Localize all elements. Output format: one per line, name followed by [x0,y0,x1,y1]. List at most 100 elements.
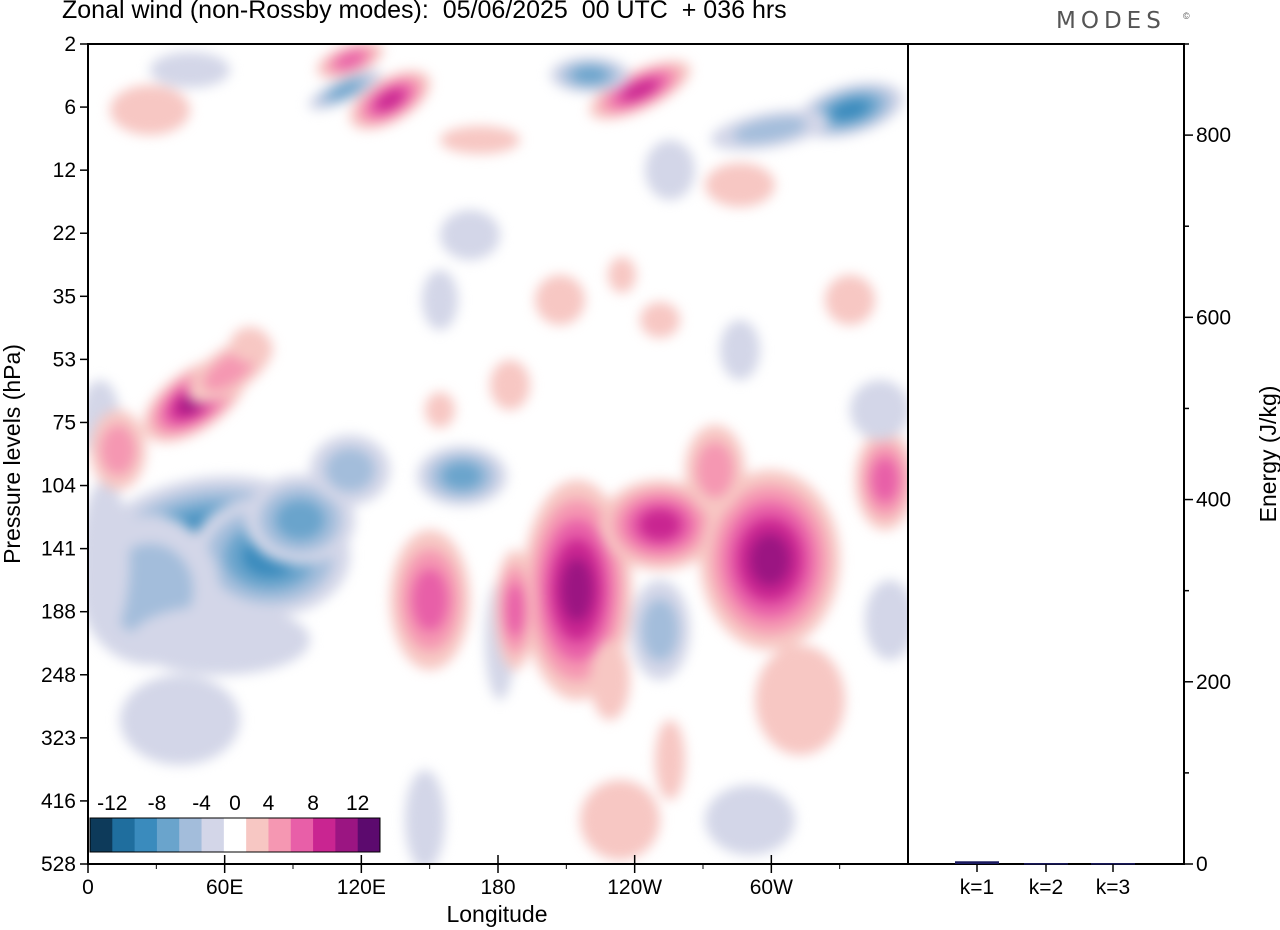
chart-title: Zonal wind (non-Rossby modes): 05/06/202… [62,0,787,24]
wind-contour [335,51,365,69]
colorbar: -12 -8 -4 0 4 8 12 [88,778,382,854]
colorbar-outline [89,817,381,853]
y-tick-label: 323 [41,727,76,750]
wind-contour [696,442,734,498]
colorbar-label: 12 [346,792,369,815]
y-tick-label: 75 [53,411,76,434]
energy-bars: k=1 k=2 k=3 [955,861,1135,899]
wind-contour [590,640,630,720]
y-tick-label: 6 [64,96,76,119]
wind-contour [831,100,869,120]
colorbar-swatch [335,818,359,852]
x-tick-label: 180 [480,876,515,899]
colorbar-swatch [156,818,180,852]
wind-contour [871,457,899,503]
wind-contour [100,425,136,475]
wind-contour [561,558,593,622]
energy-category-label: k=1 [960,876,994,899]
wind-field [88,44,908,864]
x-axis-label: Longitude [446,901,547,927]
x-axis: 0 60E 120E 180 120W 60W [82,855,841,899]
wind-contour [639,509,681,541]
colorbar-swatch [313,818,336,852]
y-axis-label: Pressure levels (hPa) [0,344,25,564]
wind-contour [655,720,685,800]
wind-contour [325,448,375,492]
wind-contour [825,275,875,325]
y-tick-label: 104 [41,475,76,498]
wind-contour [535,275,585,325]
energy-tick-label: 200 [1196,671,1231,694]
y-tick-label: 53 [53,348,76,371]
copyright-mark: © [1183,11,1190,21]
energy-bar [1091,863,1135,865]
wind-contour [490,360,530,410]
x-tick-label: 60E [206,876,243,899]
wind-contour [405,770,445,864]
wind-contour [865,580,908,660]
energy-bar [955,861,999,864]
wind-contour [150,52,230,88]
wind-contour [720,320,760,380]
wind-contour [375,89,405,111]
colorbar-label: 0 [229,792,241,815]
wind-contour [622,79,658,101]
energy-axis-label: Energy (J/kg) [1255,386,1280,523]
y-tick-label: 22 [53,222,76,245]
colorbar-label: -4 [192,792,211,815]
energy-tick-label: 800 [1196,124,1231,147]
colorbar-swatch [112,818,136,852]
wind-contour [442,462,482,490]
wind-contour [328,81,362,99]
colorbar-swatch [201,818,225,852]
colorbar-swatch [179,818,203,852]
wind-contour [641,599,679,661]
wind-contour [275,500,325,540]
energy-axis: 0 200 400 600 800 [1184,43,1231,876]
wind-contour [580,780,660,860]
wind-contour [506,583,524,637]
energy-category-label: k=3 [1096,876,1130,899]
y-tick-label: 188 [41,601,76,624]
wind-contour [120,675,240,765]
wind-contour [110,85,190,135]
energy-tick-label: 0 [1196,853,1208,876]
colorbar-label: -12 [97,792,127,815]
wind-contour [850,380,908,440]
energy-category-label: k=2 [1029,876,1063,899]
y-tick-label: 141 [41,538,76,561]
wind-contour [750,534,790,586]
colorbar-swatch [246,818,269,852]
y-axis: 2 6 12 22 35 53 75 104 141 188 248 323 416 528 [41,33,88,876]
wind-contour [88,480,130,640]
y-tick-label: 2 [64,33,76,56]
wind-contour [230,327,270,363]
energy-frame [907,43,1185,865]
wind-contour [645,140,695,200]
wind-contour [733,117,807,143]
y-tick-label: 12 [53,159,76,182]
wind-contour [412,568,448,632]
y-tick-label: 416 [41,790,76,813]
colorbar-label: -8 [148,792,167,815]
colorbar-swatch [357,818,381,852]
x-tick-label: 120W [607,876,662,899]
wind-contour [705,785,795,855]
x-tick-label: 0 [82,876,94,899]
wind-contour [608,257,636,293]
modes-logo: MODES [1056,8,1166,34]
wind-contour [440,210,500,260]
wind-contour [572,67,608,83]
y-tick-label: 528 [41,853,76,876]
colorbar-swatch [223,818,247,852]
colorbar-swatch [90,818,113,852]
x-tick-label: 120E [337,876,386,899]
colorbar-label: 8 [307,792,319,815]
energy-tick-label: 400 [1196,489,1231,512]
wind-contour [425,392,455,428]
colorbar-swatch [268,818,292,852]
x-tick-label: 60W [750,876,793,899]
y-tick-label: 248 [41,664,76,687]
wind-contour [640,302,680,338]
